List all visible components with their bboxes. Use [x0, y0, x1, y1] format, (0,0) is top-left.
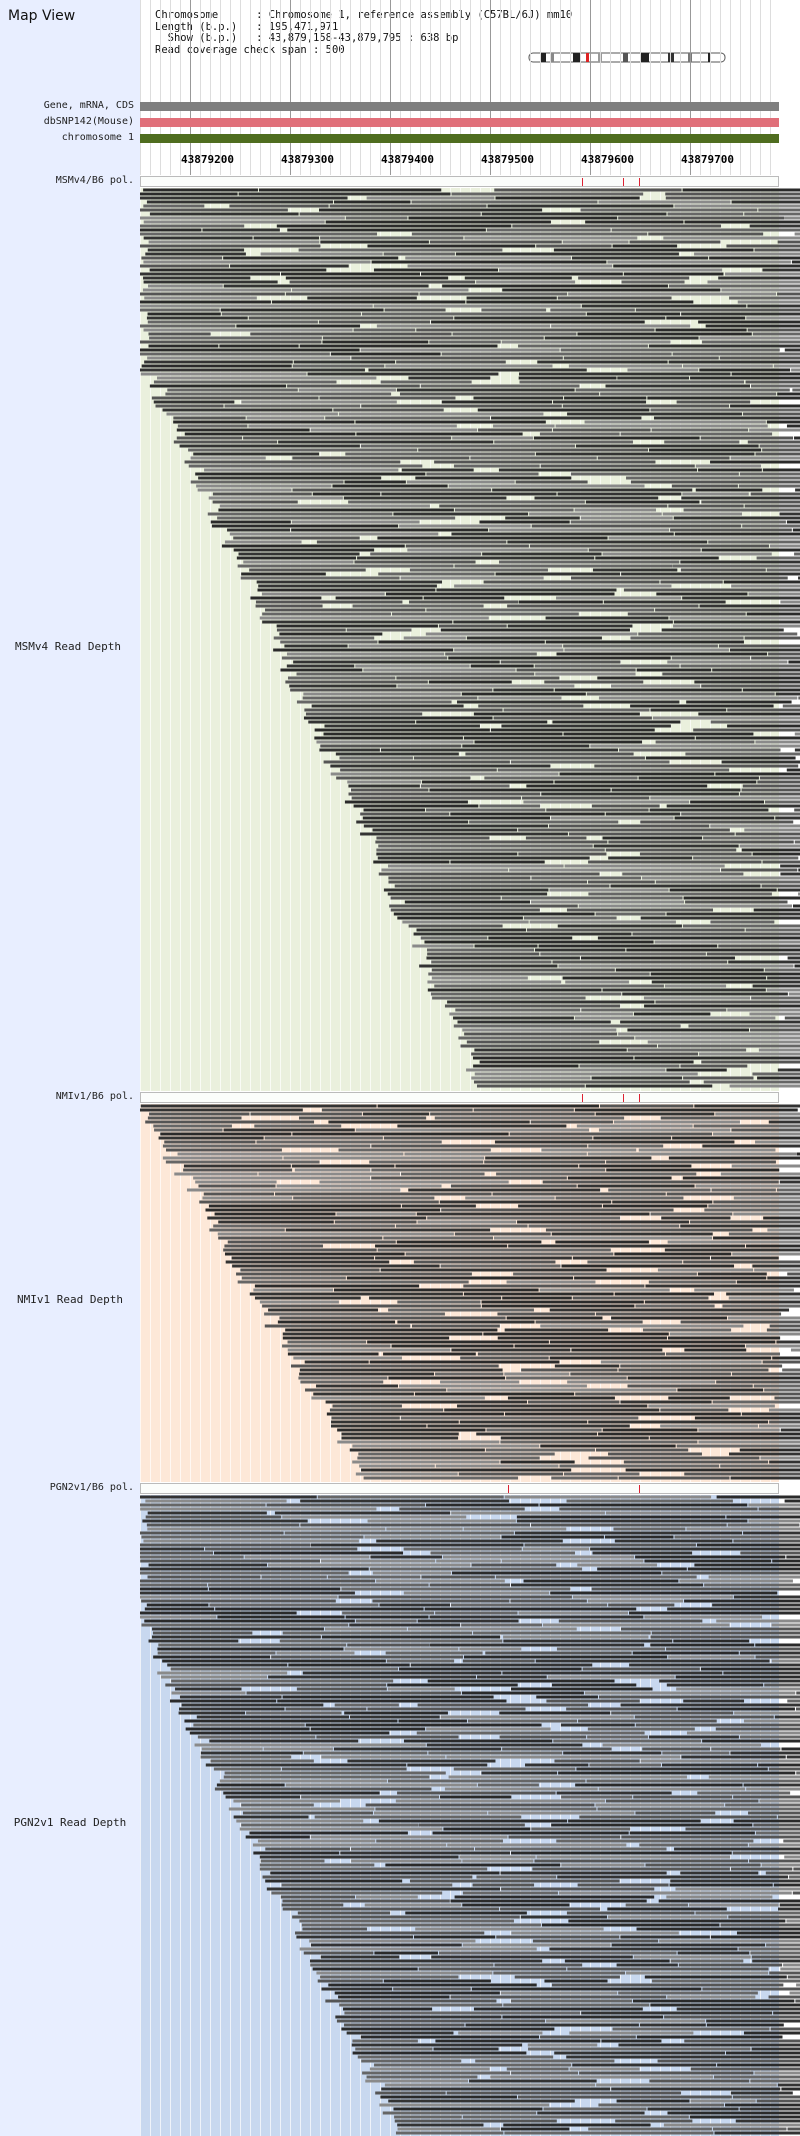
chromosome-track-label: chromosome 1 [61, 132, 134, 143]
position-ruler: 43879200 43879300 43879400 43879500 4387… [140, 140, 779, 174]
ruler-tick-label: 43879500 [481, 153, 534, 166]
nmi-read-depth-panel[interactable] [140, 1104, 800, 1482]
nmi-polymorphism-track[interactable] [140, 1092, 779, 1103]
gene-track[interactable] [140, 102, 779, 111]
left-label-column: Map View Gene, mRNA, CDS dbSNP142(Mouse)… [0, 0, 140, 2136]
snp-mark[interactable] [581, 178, 583, 186]
nmi-pol-label: NMIv1/B6 pol. [55, 1091, 134, 1102]
info-line: Length (b.p.) : 195,471,971 [155, 20, 339, 33]
snp-mark[interactable] [508, 1485, 510, 1493]
chromosome-track[interactable] [140, 134, 779, 143]
pgn-pol-label: PGN2v1/B6 pol. [49, 1482, 134, 1493]
msm-polymorphism-track[interactable] [140, 176, 779, 187]
dbsnp-track[interactable] [140, 118, 779, 127]
dbsnp-track-label: dbSNP142(Mouse) [43, 116, 134, 127]
gene-track-label: Gene, mRNA, CDS [43, 100, 134, 111]
pgn-polymorphism-track[interactable] [140, 1483, 779, 1494]
snp-mark[interactable] [639, 178, 641, 186]
snp-mark[interactable] [639, 1485, 641, 1493]
snp-mark[interactable] [581, 1094, 583, 1102]
pgn-read-depth-panel[interactable] [140, 1495, 800, 2136]
pgn-depth-label: PGN2v1 Read Depth [13, 1816, 127, 1829]
snp-mark[interactable] [623, 178, 625, 186]
ruler-tick-label: 43879400 [381, 153, 434, 166]
header-grid [140, 0, 771, 175]
snp-mark[interactable] [639, 1094, 641, 1102]
msm-read-depth-panel[interactable] [140, 188, 800, 1091]
snp-mark[interactable] [623, 1094, 625, 1102]
info-line: Read coverage check span : 500 [155, 43, 345, 56]
ruler-tick-label: 43879300 [281, 153, 334, 166]
msm-pol-label: MSMv4/B6 pol. [55, 175, 134, 186]
ruler-tick-label: 43879600 [581, 153, 634, 166]
ruler-tick-label: 43879700 [681, 153, 734, 166]
ruler-tick-label: 43879200 [181, 153, 234, 166]
nmi-depth-label: NMIv1 Read Depth [17, 1293, 123, 1306]
page-title: Map View [8, 8, 76, 24]
msm-depth-label: MSMv4 Read Depth [15, 640, 121, 653]
